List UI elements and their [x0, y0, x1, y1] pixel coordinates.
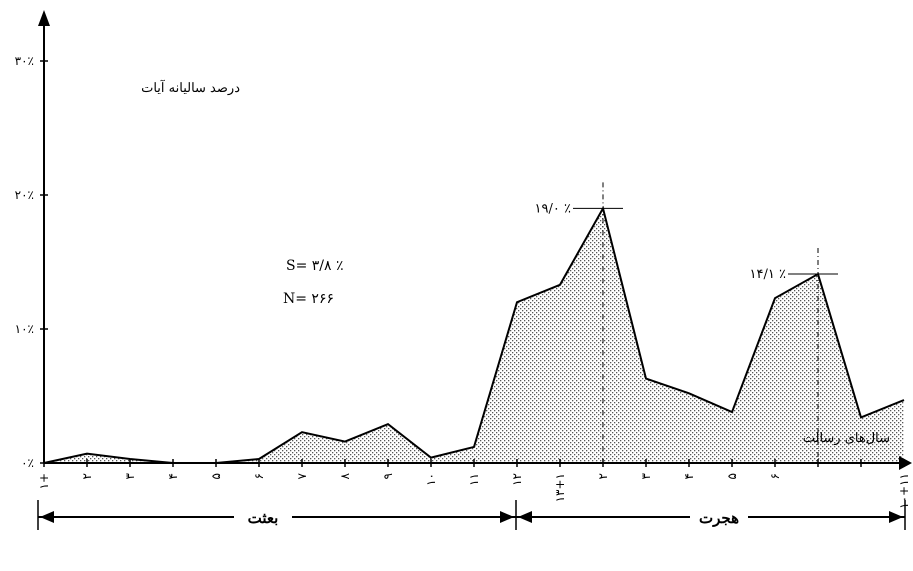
y-tick-label: ۱۰٪ — [15, 322, 34, 336]
stat-s: S= ۳/۸ ٪ — [286, 258, 344, 274]
x-tick-label: ۸ — [338, 472, 352, 479]
x-tick-label: ۲ — [596, 473, 610, 479]
y-axis-arrow — [38, 10, 50, 26]
x-tick-label: ۱۳+۱ — [553, 473, 567, 502]
x-tick-label: ۴ — [682, 473, 696, 479]
period-bracket-1 — [37, 500, 517, 530]
period-label-1: بعثت — [248, 509, 279, 527]
x-tick-label: ۱+ — [37, 473, 51, 490]
x-tick-label: ۶ — [252, 473, 266, 479]
period-label-2: هجرت — [699, 509, 739, 527]
x-tick-label: ۳ — [123, 472, 137, 479]
x-axis-arrow — [899, 456, 912, 470]
x-tick-label: ۵ — [725, 473, 739, 479]
peak-label: ۱۴/۱ ٪ — [750, 267, 786, 282]
x-axis-label: سال‌های رسالت — [803, 431, 890, 446]
x-tick-label: ۱۲ — [510, 473, 524, 486]
y-tick-label: ۰٪ — [21, 456, 34, 470]
y-tick-label: ۲۰٪ — [15, 188, 34, 202]
x-tick-label: ۱۰+۱۱ — [897, 473, 911, 509]
y-axis-label: درصد سالیانه آیات — [141, 79, 240, 96]
x-tick-label: ۹ — [381, 473, 395, 479]
y-tick-label: ۳۰٪ — [15, 54, 34, 68]
x-tick-label: ۷ — [295, 472, 309, 479]
x-tick-label: ۶ — [768, 473, 782, 479]
x-tick-label: ۴ — [166, 473, 180, 479]
x-tick-label: ۱۱ — [467, 473, 481, 486]
stat-n: N= ۲۶۶ — [283, 291, 334, 307]
peak-label: ۱۹/۰ ٪ — [535, 201, 571, 216]
x-tick-label: ۱۰ — [424, 473, 438, 486]
x-tick-label: ۲ — [80, 473, 94, 479]
period-bracket-2 — [516, 500, 906, 530]
x-tick-label: ۵ — [209, 473, 223, 479]
x-tick-label: ۳ — [639, 472, 653, 479]
area-fill — [44, 208, 904, 463]
